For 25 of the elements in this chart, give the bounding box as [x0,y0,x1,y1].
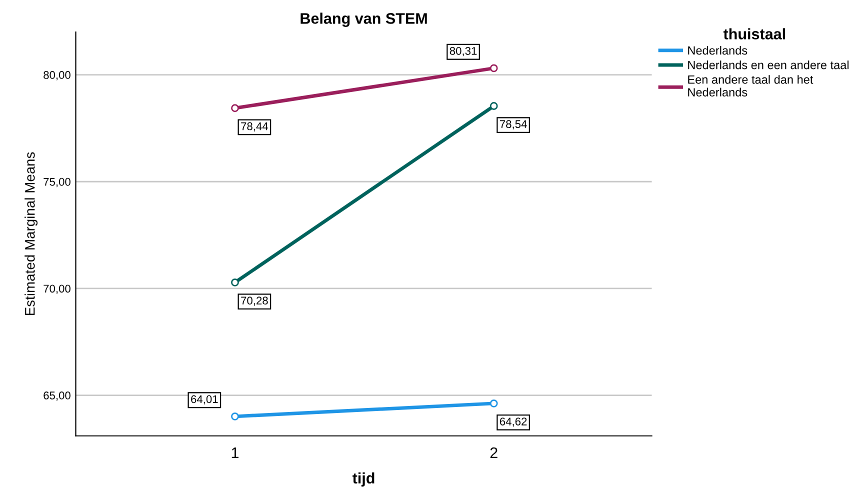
y-tick-label: 70,00 [44,284,70,294]
point [490,64,498,72]
data-label: 78,44 [241,122,268,132]
y-tick-label: 65,00 [44,392,70,401]
x-axis-title: tijd [352,472,374,487]
x-tick-label: 1 [232,448,238,458]
point [490,102,498,110]
point [231,104,239,112]
data-label: 80,31 [450,46,477,56]
data-label: 64,62 [500,418,527,427]
point [231,278,239,286]
legend-label: Nederlands en een andere taal [688,60,849,70]
y-tick-label: 75,00 [44,178,70,188]
x-tick-label: 2 [490,447,498,458]
point [231,412,239,420]
point [490,399,498,408]
chart-title: Belang van STEM [300,12,427,27]
y-axis-title: Estimated Marginal Means [24,152,38,316]
legend-title: thuistaal [723,28,785,40]
legend-label: Een andere taal dan het Nederlands [688,75,814,96]
legend-label: Nederlands [688,46,748,55]
y-tick-label: 80,00 [44,71,70,80]
data-label: 70,28 [241,296,268,306]
data-label: 64,01 [191,395,218,404]
data-label: 78,54 [500,120,527,130]
